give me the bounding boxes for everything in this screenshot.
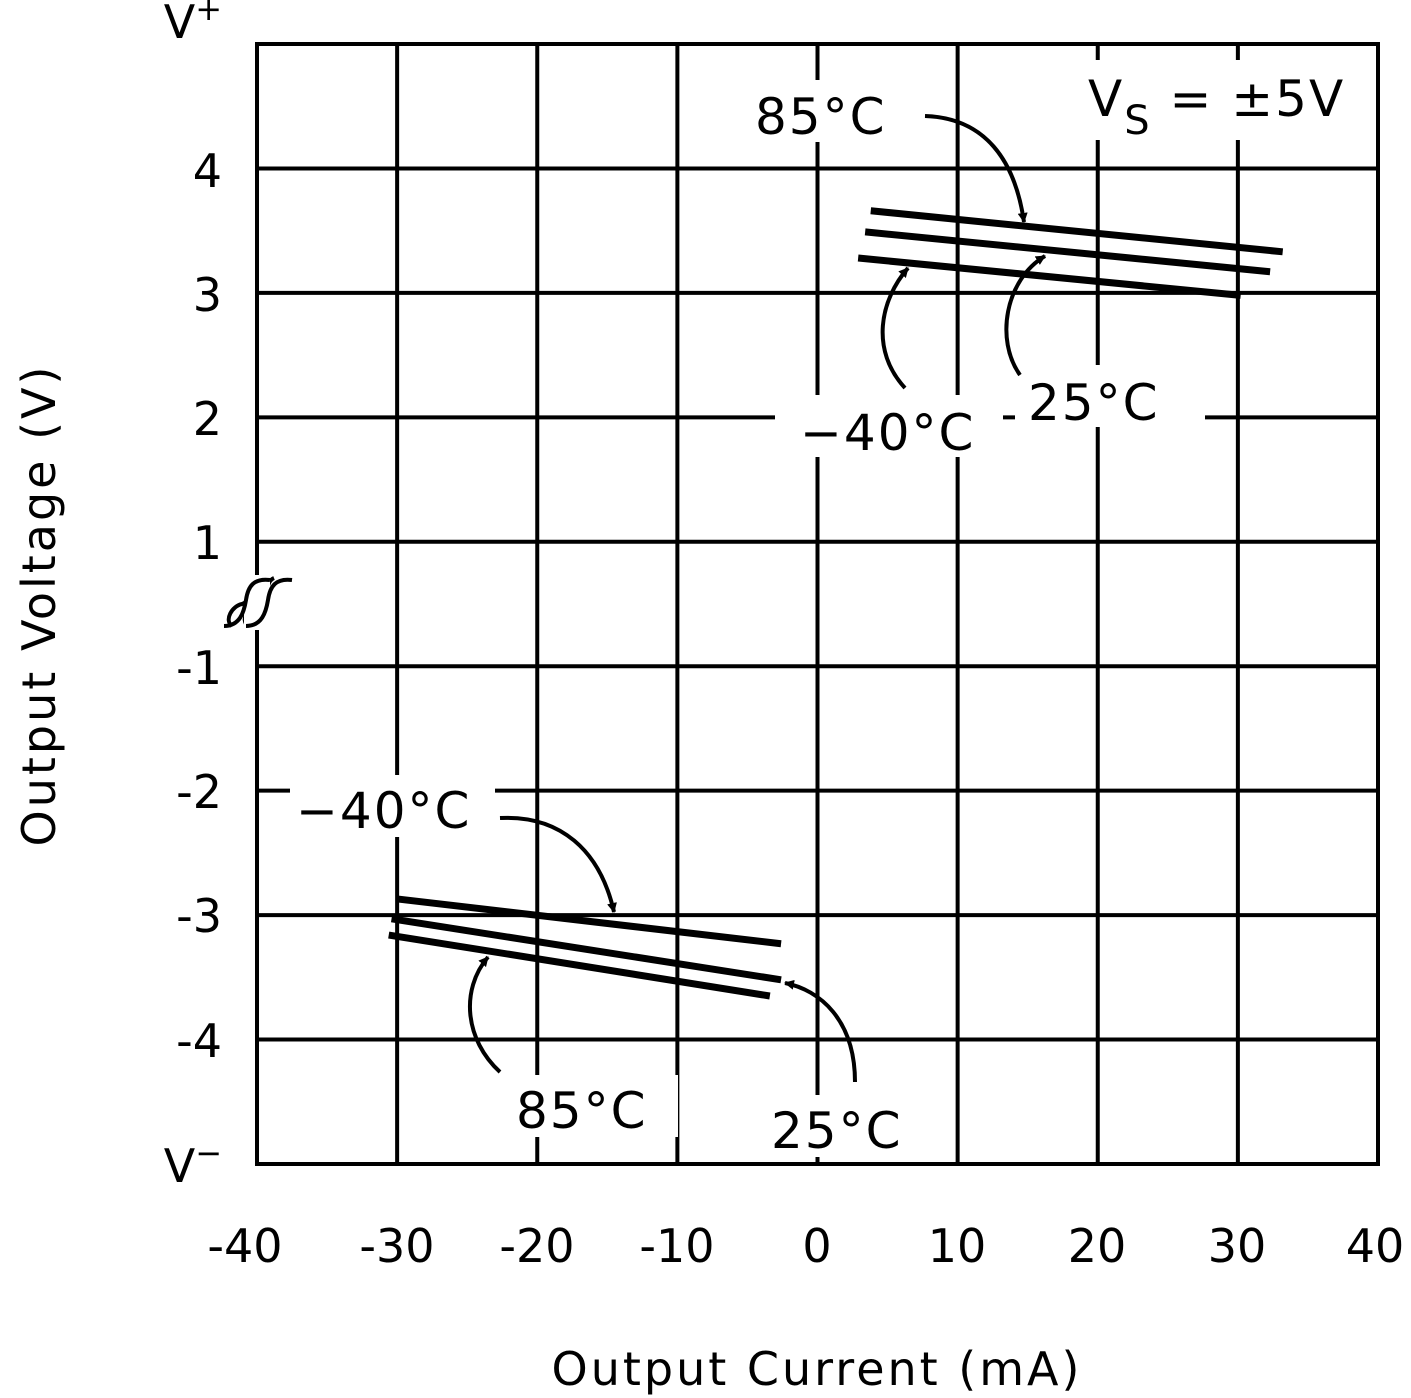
- series-lines: [388, 207, 1284, 1000]
- label-mask: [748, 80, 913, 142]
- label-mask: [1015, 365, 1205, 427]
- y-tick: 4: [193, 144, 222, 198]
- annotation-top-85c: 85°C: [755, 88, 887, 146]
- label-mask: [775, 395, 1003, 457]
- label-mask: [290, 775, 495, 837]
- series-line-sink-minus40c: [396, 895, 782, 948]
- arrow-top-minus40c: [880, 266, 910, 390]
- x-tick: 10: [928, 1219, 987, 1273]
- annotation-bottom-minus40c: −40°C: [296, 782, 471, 840]
- supply-condition-label: VS = ±5V: [1088, 70, 1345, 144]
- y-tick: 3: [193, 268, 222, 322]
- label-mask: [508, 1075, 678, 1137]
- series-line-sink-85c: [388, 931, 771, 1000]
- x-tick: -30: [359, 1219, 434, 1273]
- x-tick: 0: [802, 1219, 831, 1273]
- x-tick: -10: [639, 1219, 714, 1273]
- y-tick: 1: [193, 516, 222, 570]
- y-tick: -1: [176, 641, 222, 695]
- y-tick: -3: [176, 889, 222, 943]
- x-tick: 30: [1208, 1219, 1267, 1273]
- y-tick-labels: V+ 4 3 2 1 -1 -2 -3 -4 V−: [164, 0, 222, 1193]
- arrow-bottom-85c: [467, 955, 502, 1074]
- x-tick: -40: [207, 1219, 282, 1273]
- axis-break-icon: [223, 577, 293, 628]
- arrow-top-25c: [1004, 254, 1047, 377]
- series-line-source-25c: [864, 228, 1271, 276]
- series-line-sink-25c: [390, 915, 782, 984]
- label-mask: [765, 1095, 930, 1157]
- arrow-top-85c: [924, 114, 1028, 223]
- arrow-bottom-minus40c: [499, 815, 617, 913]
- x-tick: 40: [1346, 1219, 1405, 1273]
- series-line-source-minus40c: [857, 254, 1242, 299]
- y-tick-vplus: V+: [164, 0, 222, 49]
- label-mask: [1075, 60, 1365, 140]
- annotation-bottom-25c: 25°C: [771, 1102, 903, 1160]
- y-tick: -2: [176, 765, 222, 819]
- annotation-bottom-85c: 85°C: [516, 1082, 648, 1140]
- annotation-top-minus40c: −40°C: [800, 404, 975, 462]
- x-axis-label: Output Current (mA): [552, 1342, 1083, 1396]
- x-tick: 20: [1068, 1219, 1127, 1273]
- annotation-arrows: [467, 114, 1047, 1083]
- x-tick: -20: [499, 1219, 574, 1273]
- arrow-bottom-25c: [784, 979, 857, 1083]
- y-tick: 2: [193, 392, 222, 446]
- annotation-top-25c: 25°C: [1028, 374, 1160, 432]
- y-tick-vminus: V−: [164, 1134, 222, 1193]
- y-tick: -4: [176, 1014, 222, 1068]
- x-tick-labels: -40 -30 -20 -10 0 10 20 30 40: [207, 1219, 1404, 1273]
- series-line-source-85c: [870, 207, 1284, 256]
- y-axis-label: Output Voltage (V): [12, 364, 66, 847]
